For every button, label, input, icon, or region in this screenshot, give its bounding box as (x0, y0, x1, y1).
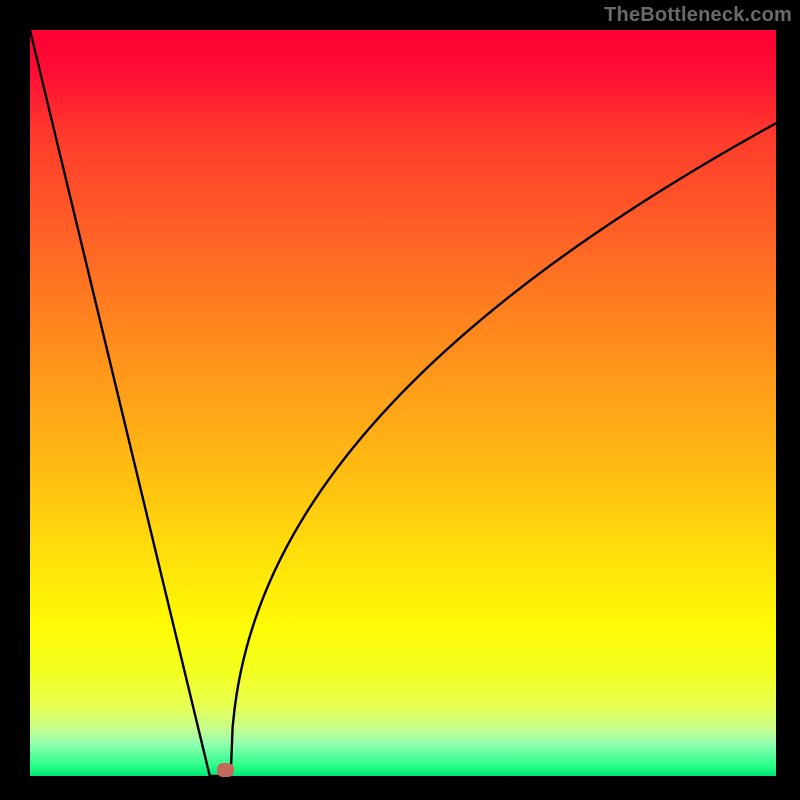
watermark-text: TheBottleneck.com (604, 4, 792, 27)
minimum-marker (217, 763, 234, 777)
plot-background (30, 30, 776, 776)
chart-root: TheBottleneck.com (0, 0, 800, 800)
chart-svg (0, 0, 800, 800)
